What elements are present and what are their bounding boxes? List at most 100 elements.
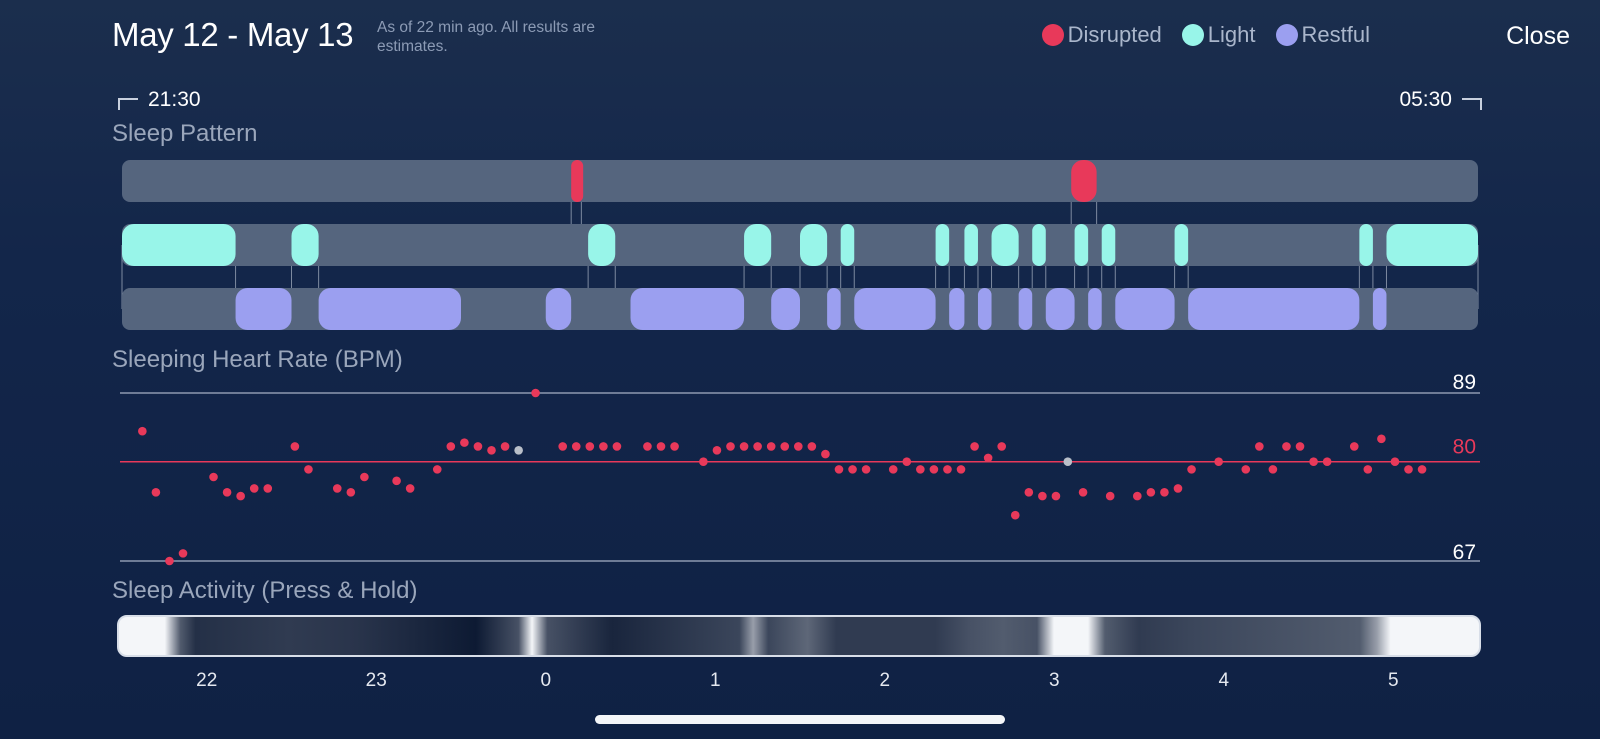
hr-point (766, 442, 776, 451)
hr-point (392, 476, 401, 486)
segment-restful (318, 288, 461, 330)
hr-point (165, 556, 174, 566)
timeline-start: 21:30 (118, 88, 201, 112)
min-bpm-label: 67 (1453, 541, 1476, 564)
segment-restful (771, 288, 800, 330)
hr-point (1295, 442, 1305, 451)
hr-point (585, 442, 595, 451)
legend-item-restful: Restful (1275, 22, 1370, 48)
segment-restful (235, 288, 292, 330)
hr-point (1173, 484, 1183, 493)
hr-point (916, 465, 925, 474)
hr-point (1160, 487, 1169, 497)
legend-item-light: Light (1181, 22, 1256, 48)
legend-label-restful: Restful (1301, 22, 1370, 47)
sleep-pattern-title: Sleep Pattern (112, 120, 258, 147)
hr-point (487, 445, 496, 455)
hr-point (1322, 457, 1332, 467)
segment-restful (854, 288, 936, 330)
hr-point (446, 442, 456, 451)
date-range-title: May 12 - May 13 (112, 16, 354, 53)
segment-light (1074, 224, 1089, 266)
hr-point (656, 442, 666, 451)
hr-point (794, 442, 803, 451)
hr-point (699, 457, 708, 467)
hr-point (983, 453, 993, 463)
segment-restful (1045, 288, 1075, 330)
segment-disrupted (1071, 160, 1097, 202)
segment-light (964, 224, 978, 266)
bracket-end-icon (1462, 98, 1482, 110)
legend-item-disrupted: Disrupted (1041, 22, 1162, 48)
segment-restful (1372, 288, 1387, 330)
hr-point (151, 487, 161, 497)
close-button[interactable]: Close (1506, 22, 1570, 50)
segment-restful (1188, 288, 1360, 330)
segment-light (588, 224, 616, 266)
hr-point (236, 491, 245, 501)
axis-tick-label: 3 (1048, 670, 1060, 691)
hr-point (599, 442, 608, 451)
hr-point (1309, 457, 1318, 467)
hr-point (1390, 457, 1400, 467)
hr-point (222, 487, 232, 497)
segment-disrupted (571, 160, 584, 202)
hr-point (460, 438, 469, 447)
hr-point (1105, 491, 1115, 501)
segment-light (291, 224, 319, 266)
hr-point (346, 487, 356, 497)
hr-point (807, 442, 817, 451)
hr-point (1038, 491, 1047, 501)
pattern-track-disrupted (122, 160, 1478, 202)
heart-rate-chart[interactable]: 89 80 67 (0, 370, 1600, 570)
hr-gap-point (514, 445, 523, 455)
segment-light (122, 224, 236, 266)
restful-dot-icon (1275, 24, 1298, 46)
hr-point (861, 465, 871, 474)
hr-point (739, 442, 749, 451)
axis-tick-label: 0 (540, 670, 552, 691)
legend-label-light: Light (1207, 22, 1256, 47)
disrupted-dot-icon (1041, 24, 1064, 46)
sleep-pattern-chart[interactable] (0, 150, 1600, 340)
bracket-start-icon (118, 98, 138, 110)
hr-point (726, 442, 735, 451)
hr-point (500, 442, 510, 451)
segment-light (1386, 224, 1478, 266)
hr-point (178, 549, 188, 558)
hr-point (670, 442, 679, 451)
axis-tick-label: 23 (365, 670, 387, 691)
avg-bpm-label: 80 (1453, 436, 1476, 459)
hr-point (643, 442, 652, 451)
max-bpm-label: 89 (1453, 371, 1476, 394)
hr-point (1417, 465, 1427, 474)
hr-point (1349, 442, 1359, 451)
segment-light (1101, 224, 1116, 266)
legend: Disrupted Light Restful (1041, 22, 1370, 48)
hr-point (249, 484, 259, 493)
hr-point (1133, 491, 1142, 501)
segment-restful (827, 288, 841, 330)
hr-point (473, 442, 483, 451)
hr-point (1268, 465, 1278, 474)
segment-restful (949, 288, 965, 330)
timeline-end: 05:30 (1399, 88, 1482, 112)
segment-light (840, 224, 855, 266)
axis-tick-label: 5 (1387, 670, 1399, 691)
hr-point (209, 472, 218, 482)
hr-point (1187, 465, 1196, 474)
home-indicator[interactable] (595, 715, 1005, 724)
hr-point (571, 442, 581, 451)
sleep-activity-bar[interactable] (117, 615, 1481, 657)
hr-point (780, 442, 790, 451)
hr-point (290, 442, 300, 451)
hr-point (332, 484, 342, 493)
hr-point (1282, 442, 1291, 451)
hr-gap-point (1063, 457, 1073, 467)
hr-point (956, 465, 966, 474)
hr-point (888, 465, 898, 474)
segment-light (991, 224, 1019, 266)
segment-restful (1018, 288, 1033, 330)
hr-point (834, 465, 844, 474)
hr-point (1404, 465, 1413, 474)
